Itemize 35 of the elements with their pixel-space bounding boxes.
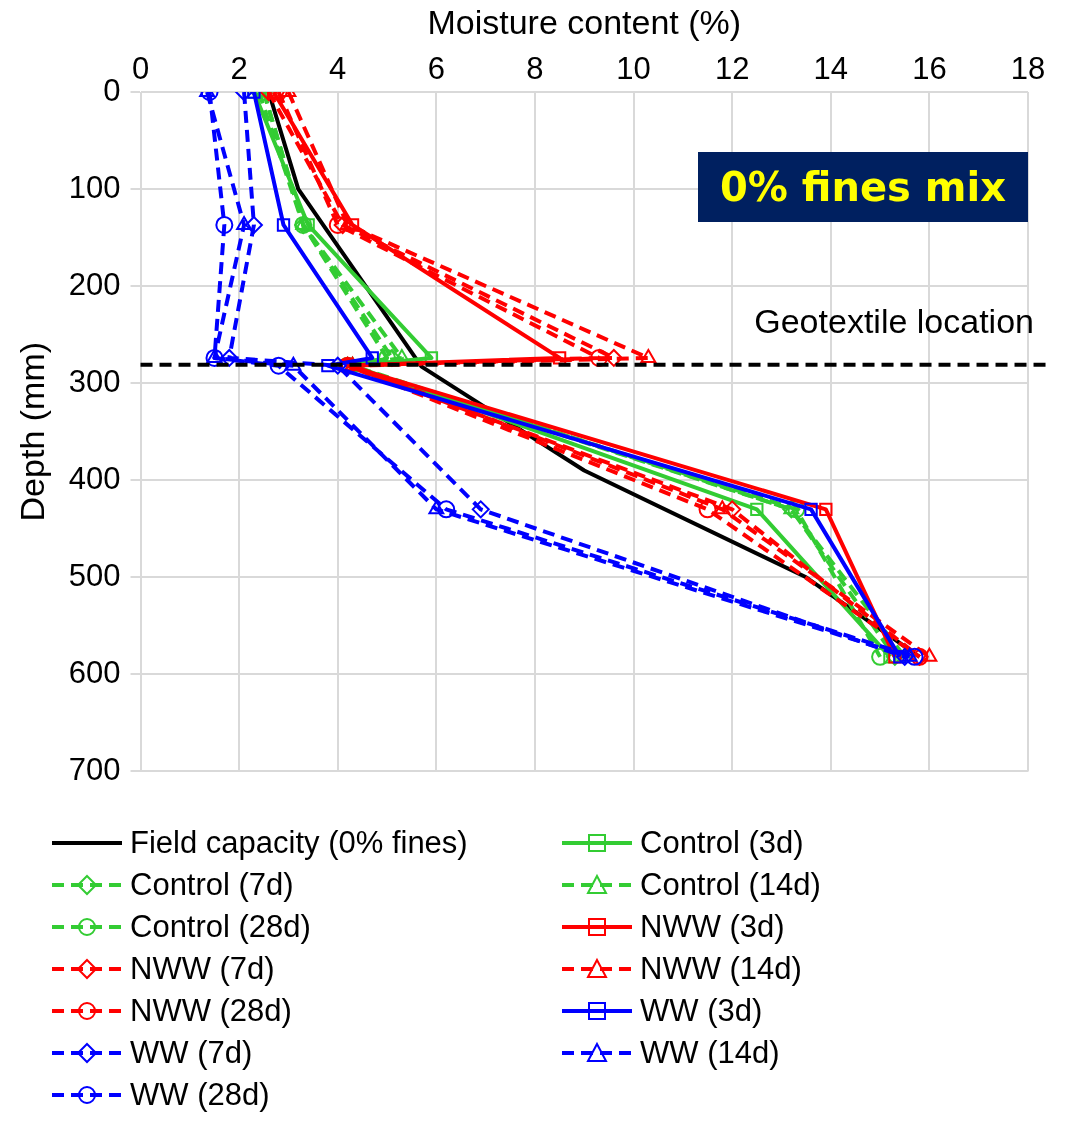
legend-label: WW (14d) <box>640 1035 780 1071</box>
x-axis-title: Moisture content (%) <box>427 2 742 41</box>
legend-label: Control (3d) <box>640 825 804 861</box>
y-tick-label: 400 <box>68 460 121 496</box>
legend-label: Field capacity (0% fines) <box>130 825 468 861</box>
x-tick-label: 6 <box>427 50 445 86</box>
legend-label: NWW (3d) <box>640 909 785 945</box>
y-tick-label: 200 <box>68 266 121 302</box>
ref-line-label: Geotextile location <box>754 302 1034 341</box>
legend-label: NWW (7d) <box>130 951 275 987</box>
x-tick-label: 18 <box>1010 50 1046 86</box>
x-tick-label: 4 <box>329 50 347 86</box>
y-axis-title: Depth (mm) <box>12 341 51 522</box>
y-tick-label: 100 <box>68 169 121 205</box>
y-tick-label: 700 <box>68 751 121 787</box>
annotation: 0% fines mix <box>719 164 1006 210</box>
y-tick-label: 500 <box>68 557 121 593</box>
y-tick-label: 600 <box>68 654 121 690</box>
legend-label: Control (7d) <box>130 867 294 903</box>
x-tick-label: 10 <box>616 50 651 86</box>
legend-label: NWW (14d) <box>640 951 802 987</box>
legend-label: Control (28d) <box>130 909 311 945</box>
legend-label: WW (7d) <box>130 1035 253 1071</box>
legend-label: WW (28d) <box>130 1077 270 1113</box>
x-tick-label: 2 <box>230 50 248 86</box>
x-tick-label: 14 <box>813 50 849 86</box>
x-tick-label: 12 <box>714 50 750 86</box>
legend-label: NWW (28d) <box>130 993 292 1029</box>
x-tick-label: 16 <box>912 50 947 86</box>
y-tick-label: 300 <box>68 363 121 399</box>
x-tick-label: 8 <box>526 50 544 86</box>
legend-label: Control (14d) <box>640 867 821 903</box>
y-tick-label: 0 <box>103 72 121 108</box>
x-tick-label: 0 <box>131 50 150 86</box>
legend-label: WW (3d) <box>640 993 763 1029</box>
